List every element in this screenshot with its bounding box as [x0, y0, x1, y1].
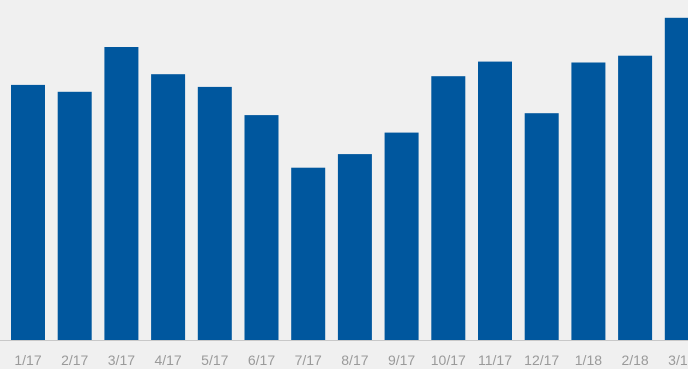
x-tick-label: 8/17	[341, 352, 368, 368]
bar-1-17	[11, 84, 45, 341]
x-tick-label: 3/18	[668, 352, 688, 368]
bar-12-17	[524, 113, 559, 340]
x-tick-label: 12/17	[524, 352, 559, 368]
x-tick-label: 4/17	[154, 352, 181, 368]
bar-5-17	[197, 86, 232, 341]
x-tick-label: 9/17	[388, 352, 415, 368]
bar-3-17	[104, 47, 139, 340]
x-tick-label: 7/17	[295, 352, 322, 368]
bar-2-18	[618, 55, 653, 340]
x-tick-labels: 1/17 2/17 3/17 4/17 5/17 6/17 7/17 8/17 9/17 10/1…	[14, 352, 688, 368]
x-tick-label: 2/17	[61, 352, 88, 368]
bar-10-17	[431, 76, 466, 340]
bar-9-17	[384, 132, 419, 340]
x-tick-label: 3/17	[108, 352, 135, 368]
bar-6-17	[244, 115, 279, 340]
bar-11-17	[478, 61, 512, 340]
x-tick-label: 11/17	[478, 352, 512, 368]
x-tick-label: 10/17	[431, 352, 466, 368]
bar-3-18	[664, 17, 688, 341]
x-tick-label: 6/17	[248, 352, 275, 368]
bar-1-18	[571, 62, 606, 340]
x-tick-label: 1/17	[14, 352, 41, 368]
bar-4-17	[151, 74, 186, 340]
x-tick-label: 1/18	[575, 352, 602, 368]
bar-7-17	[291, 167, 326, 340]
bar-2-17	[57, 91, 92, 341]
x-tick-label: 5/17	[201, 352, 228, 368]
bars-group	[11, 17, 688, 341]
x-tick-label: 2/18	[621, 352, 648, 368]
bar-8-17	[337, 154, 372, 340]
